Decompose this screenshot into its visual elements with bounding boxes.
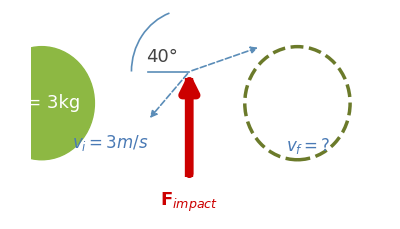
Text: $v_i = 3m/s$: $v_i = 3m/s$ (72, 133, 148, 153)
Text: 40°: 40° (146, 48, 178, 66)
Text: $\mathbf{F}_{impact}$: $\mathbf{F}_{impact}$ (160, 191, 218, 214)
Text: $v_f =?$: $v_f =?$ (286, 136, 330, 156)
Ellipse shape (0, 47, 94, 160)
Text: m = 3kg: m = 3kg (3, 94, 80, 112)
